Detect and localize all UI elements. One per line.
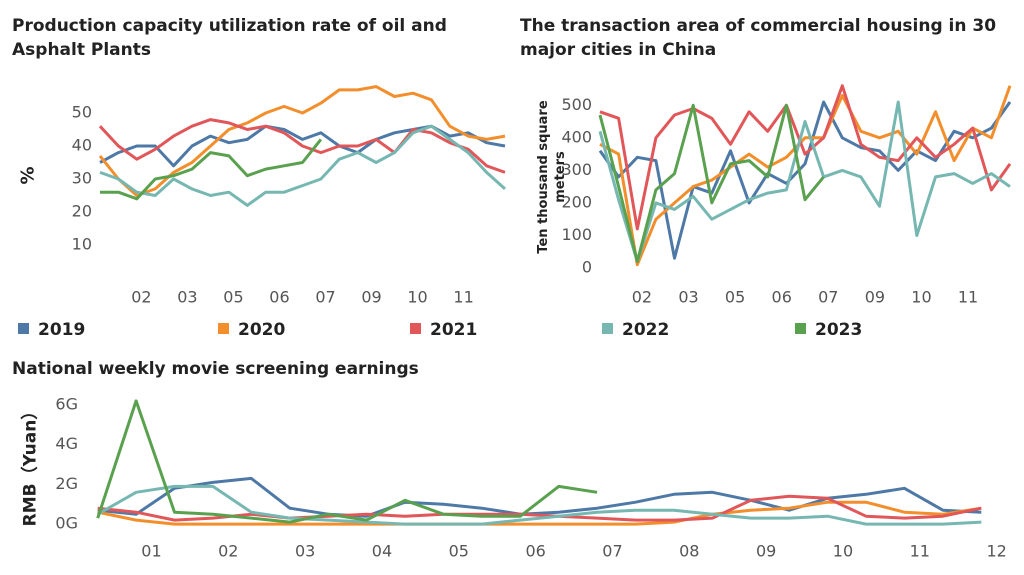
y-tick-label: 200: [561, 192, 592, 211]
series-line: [97, 476, 982, 518]
series-line: [97, 494, 982, 522]
y-tick-label: 40: [72, 136, 92, 155]
x-tick-label: 08: [679, 542, 699, 561]
legend-swatch: [18, 323, 29, 334]
y-tick-label: 0: [582, 258, 592, 277]
legend-swatch: [602, 323, 613, 334]
y-tick-label: 4G: [55, 434, 78, 453]
legend-label: 2020: [238, 320, 285, 340]
legend-label: 2019: [38, 320, 85, 340]
y-axis-label: %: [17, 166, 39, 185]
y-axis-label: RMB（Yuan）: [20, 402, 41, 527]
x-tick-label: 09: [361, 288, 381, 307]
series-line: [598, 100, 1012, 260]
legend-label: 2022: [622, 320, 669, 340]
x-tick-label: 02: [632, 288, 652, 307]
series-line: [96, 399, 598, 524]
y-tick-label: 500: [561, 95, 592, 114]
series-line: [100, 138, 323, 201]
legend-label: 2021: [430, 320, 477, 340]
x-tick-label: 12: [986, 542, 1006, 561]
legend-swatch: [795, 323, 806, 334]
series-line: [96, 484, 982, 526]
series-line: [598, 103, 825, 263]
x-tick-label: 07: [602, 542, 622, 561]
legend-swatch: [218, 323, 229, 334]
series-line: [599, 84, 1012, 231]
y-tick-label: 10: [72, 235, 92, 254]
y-tick-label: 6G: [55, 394, 78, 413]
x-tick-label: 05: [449, 542, 469, 561]
x-tick-label: 10: [833, 542, 853, 561]
x-tick-label: 02: [131, 288, 151, 307]
x-tick-label: 04: [372, 542, 392, 561]
y-tick-label: 0G: [55, 514, 78, 533]
x-tick-label: 07: [315, 288, 335, 307]
y-tick-label: 2G: [55, 474, 78, 493]
x-tick-label: 11: [958, 288, 978, 307]
x-tick-label: 09: [756, 542, 776, 561]
x-tick-label: 02: [218, 542, 238, 561]
x-tick-label: 09: [865, 288, 885, 307]
chart-title: Production capacity utilization rate of …: [12, 16, 447, 60]
x-tick-label: 03: [295, 542, 315, 561]
y-tick-label: 300: [561, 160, 592, 179]
y-tick-label: 400: [561, 127, 592, 146]
x-tick-label: 06: [269, 288, 289, 307]
series-line: [99, 124, 507, 207]
x-tick-label: 11: [453, 288, 473, 307]
series-line: [598, 100, 1011, 263]
x-tick-label: 10: [407, 288, 427, 307]
x-tick-label: 06: [525, 542, 545, 561]
y-tick-label: 20: [72, 202, 92, 221]
y-tick-label: 50: [72, 103, 92, 122]
y-tick-label: 100: [561, 225, 592, 244]
x-tick-label: 05: [223, 288, 243, 307]
y-tick-label: 30: [72, 169, 92, 188]
chart-title: National weekly movie screening earnings: [12, 359, 419, 379]
legend-label: 2023: [815, 320, 862, 340]
x-tick-label: 01: [141, 542, 161, 561]
legend-swatch: [410, 323, 421, 334]
x-tick-label: 07: [818, 288, 838, 307]
series-line: [98, 118, 506, 174]
x-tick-label: 10: [911, 288, 931, 307]
x-tick-label: 03: [678, 288, 698, 307]
y-axis-label: Ten thousand square meters: [536, 100, 568, 254]
x-tick-label: 05: [725, 288, 745, 307]
chart-title: The transaction area of commercial housi…: [520, 16, 997, 60]
x-tick-label: 11: [910, 542, 930, 561]
x-tick-label: 06: [772, 288, 792, 307]
x-tick-label: 03: [177, 288, 197, 307]
